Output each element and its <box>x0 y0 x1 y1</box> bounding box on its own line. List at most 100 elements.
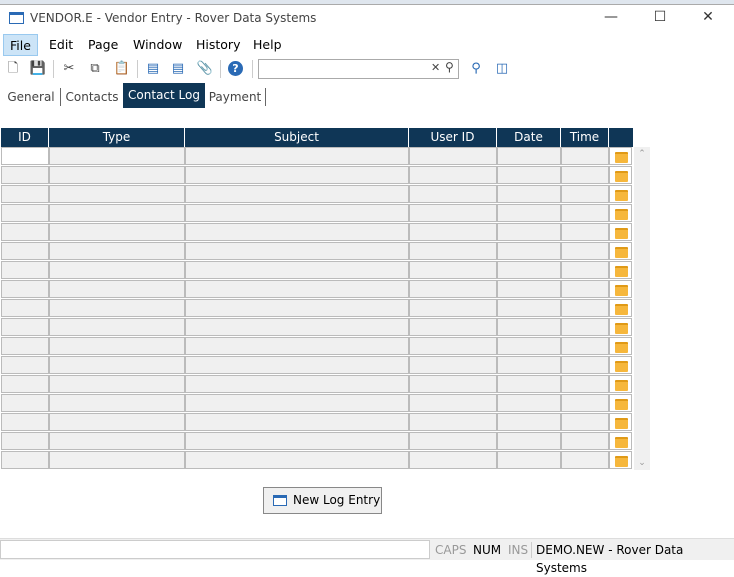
grid-cell[interactable] <box>185 432 409 450</box>
grid-cell[interactable] <box>49 242 185 260</box>
grid-cell[interactable] <box>409 185 497 203</box>
grid-cell[interactable] <box>49 299 185 317</box>
folder-icon[interactable] <box>609 413 632 431</box>
grid-cell[interactable] <box>409 280 497 298</box>
grid-cell[interactable] <box>497 204 561 222</box>
grid-cell[interactable] <box>409 223 497 241</box>
grid-cell[interactable] <box>185 185 409 203</box>
grid-cell[interactable] <box>1 451 49 469</box>
grid-cell[interactable] <box>1 204 49 222</box>
grid-cell[interactable] <box>185 166 409 184</box>
grid-cell[interactable] <box>561 318 609 336</box>
folder-icon[interactable] <box>609 280 632 298</box>
folder-icon[interactable] <box>609 394 632 412</box>
grid-cell[interactable] <box>49 166 185 184</box>
grid-cell[interactable] <box>49 204 185 222</box>
grid-cell[interactable] <box>185 242 409 260</box>
grid-cell[interactable] <box>409 375 497 393</box>
grid-cell[interactable] <box>497 223 561 241</box>
grid-cell[interactable] <box>49 413 185 431</box>
grid-cell[interactable] <box>497 451 561 469</box>
grid-cell[interactable] <box>1 337 49 355</box>
grid-cell[interactable] <box>49 223 185 241</box>
grid-cell[interactable] <box>561 394 609 412</box>
grid-cell[interactable] <box>1 223 49 241</box>
folder-icon[interactable] <box>609 223 632 241</box>
tab-contact-log[interactable]: Contact Log <box>123 83 205 108</box>
grid-cell[interactable] <box>1 356 49 374</box>
grid-cell[interactable] <box>49 337 185 355</box>
column-header[interactable]: Date <box>497 128 561 147</box>
folder-icon[interactable] <box>609 261 632 279</box>
grid-cell[interactable] <box>497 280 561 298</box>
close-button[interactable]: ✕ <box>702 9 714 25</box>
folder-icon[interactable] <box>609 204 632 222</box>
folder-icon[interactable] <box>609 375 632 393</box>
column-header[interactable]: Subject <box>185 128 409 147</box>
folder-icon[interactable] <box>609 337 632 355</box>
grid-cell[interactable] <box>49 432 185 450</box>
grid-cell[interactable] <box>1 375 49 393</box>
minimize-button[interactable]: — <box>604 9 618 25</box>
grid-cell[interactable] <box>497 356 561 374</box>
grid-cell[interactable] <box>561 337 609 355</box>
menu-history[interactable]: History <box>196 37 241 52</box>
folder-icon[interactable] <box>609 318 632 336</box>
grid-cell[interactable] <box>185 261 409 279</box>
grid-cell[interactable] <box>185 413 409 431</box>
grid-cell[interactable] <box>49 394 185 412</box>
tab-contacts[interactable]: Contacts <box>65 90 119 104</box>
attach-icon[interactable]: 📎 <box>196 61 214 76</box>
grid-cell[interactable] <box>1 280 49 298</box>
grid-cell[interactable] <box>185 337 409 355</box>
grid-cell[interactable] <box>185 356 409 374</box>
grid-cell[interactable] <box>1 261 49 279</box>
grid-cell[interactable] <box>409 147 497 165</box>
folder-icon[interactable] <box>609 147 632 165</box>
tab-payment[interactable]: Payment <box>208 90 262 104</box>
grid-cell[interactable] <box>497 432 561 450</box>
paste-icon[interactable]: 📋 <box>113 61 131 76</box>
folder-icon[interactable] <box>609 299 632 317</box>
grid-cell[interactable] <box>409 261 497 279</box>
folder-icon[interactable] <box>609 166 632 184</box>
grid-cell[interactable] <box>409 413 497 431</box>
grid-cell[interactable] <box>497 337 561 355</box>
grid-cell[interactable] <box>1 413 49 431</box>
grid-cell[interactable] <box>561 356 609 374</box>
menu-page[interactable]: Page <box>88 37 119 52</box>
grid-cell[interactable] <box>185 318 409 336</box>
grid-cell[interactable] <box>409 318 497 336</box>
grid-cell[interactable] <box>497 375 561 393</box>
column-header[interactable]: Type <box>49 128 185 147</box>
grid-cell[interactable] <box>409 432 497 450</box>
maximize-button[interactable]: ☐ <box>653 9 667 25</box>
grid-cell[interactable] <box>497 185 561 203</box>
grid-cell[interactable] <box>1 394 49 412</box>
folder-icon[interactable] <box>609 242 632 260</box>
grid-cell[interactable] <box>497 147 561 165</box>
grid-cell[interactable] <box>561 166 609 184</box>
grid-cell[interactable] <box>49 261 185 279</box>
menu-help[interactable]: Help <box>253 37 282 52</box>
grid-cell[interactable] <box>561 223 609 241</box>
grid-cell[interactable] <box>561 280 609 298</box>
search-icon[interactable]: ⚲ <box>445 60 454 74</box>
grid-cell[interactable] <box>185 451 409 469</box>
grid-cell[interactable] <box>561 261 609 279</box>
grid-cell[interactable] <box>497 394 561 412</box>
grid-cell[interactable] <box>561 413 609 431</box>
new-log-entry-button[interactable]: New Log Entry <box>263 487 382 514</box>
search-input[interactable]: ✕ ⚲ <box>258 59 459 79</box>
cut-icon[interactable]: ✂ <box>63 61 75 76</box>
grid-cell[interactable] <box>409 337 497 355</box>
delete-row-icon[interactable]: ▤ <box>171 61 185 76</box>
grid-cell[interactable] <box>185 375 409 393</box>
tab-general[interactable]: General <box>7 90 55 104</box>
grid-cell[interactable] <box>561 204 609 222</box>
grid-cell[interactable] <box>409 451 497 469</box>
menu-edit[interactable]: Edit <box>49 37 74 52</box>
column-header[interactable] <box>609 128 634 147</box>
scroll-up-icon[interactable]: ⌃ <box>638 149 646 159</box>
grid-cell[interactable] <box>1 242 49 260</box>
